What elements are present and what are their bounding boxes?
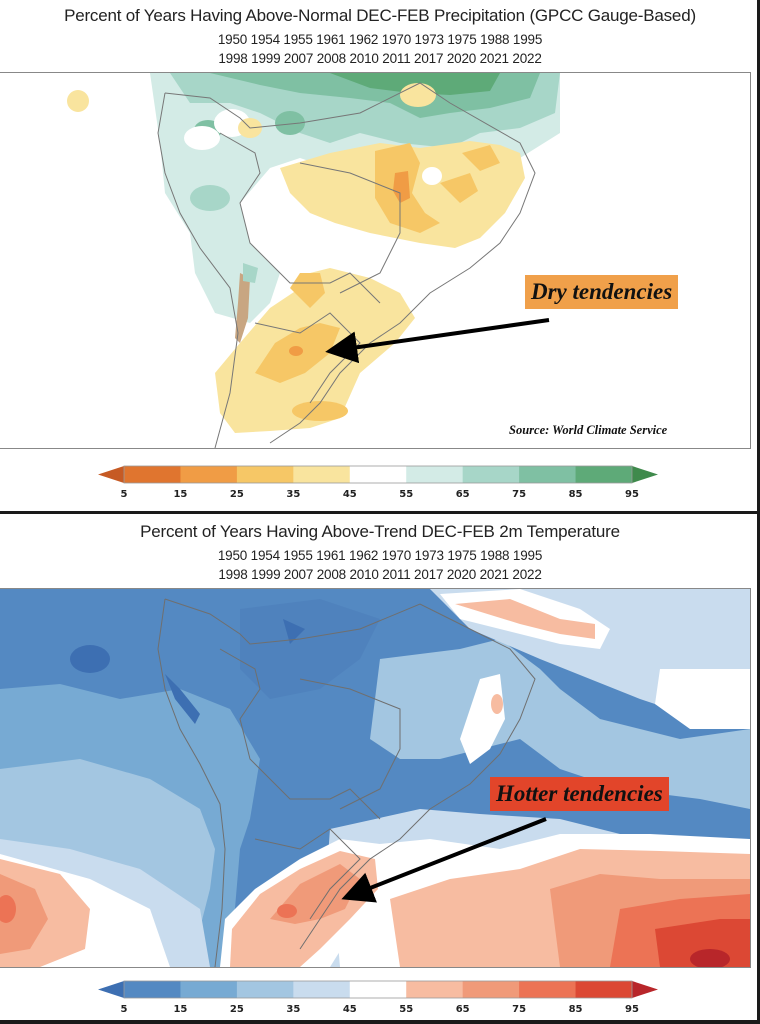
precip-colorbar-tick-label: 35 bbox=[286, 489, 300, 500]
temp-colorbar-bin bbox=[349, 981, 407, 998]
precip-colorbar-tick-label: 25 bbox=[230, 489, 244, 500]
panel-divider bbox=[0, 511, 760, 514]
precipitation-panel: Percent of Years Having Above-Normal DEC… bbox=[0, 0, 760, 511]
temp-region-hot-laplata bbox=[277, 904, 297, 918]
precip-colorbar: 5 15 25 35 45 55 65 75 85 95 bbox=[98, 465, 658, 500]
precip-chile-brown bbox=[235, 273, 250, 343]
temp-colorbar-over-triangle bbox=[632, 981, 658, 998]
temp-colorbar-bin bbox=[462, 981, 520, 998]
temp-colorbar-bin bbox=[575, 981, 633, 998]
precip-map bbox=[0, 72, 751, 449]
precip-colorbar-tick-label: 75 bbox=[512, 489, 526, 500]
temp-colorbar-tick-label: 15 bbox=[173, 1004, 187, 1015]
precip-region-yellow-north-arg bbox=[290, 273, 325, 308]
temp-colorbar-bin bbox=[236, 981, 294, 998]
temp-colorbar-bin bbox=[180, 981, 238, 998]
precip-colorbar-tick-label: 65 bbox=[456, 489, 470, 500]
temp-colorbar-bin bbox=[519, 981, 577, 998]
precip-green-patch bbox=[275, 111, 305, 135]
temp-colorbar-frame bbox=[123, 980, 633, 999]
precip-colorbar-bin bbox=[124, 466, 181, 483]
hotter-tendencies-label: Hotter tendencies bbox=[490, 777, 669, 811]
temp-colorbar-tick-label: 25 bbox=[230, 1004, 244, 1015]
precip-colorbar-over-triangle bbox=[632, 466, 658, 483]
temp-region-dark-blue bbox=[240, 599, 380, 699]
precip-colorbar-bin bbox=[406, 466, 464, 483]
precip-colorbar-bin bbox=[236, 466, 294, 483]
precip-yellow-patch bbox=[400, 83, 436, 107]
precip-chile-green bbox=[243, 263, 258, 283]
precip-region-orange-light bbox=[462, 145, 500, 171]
temp-region-core-blue bbox=[165, 674, 200, 724]
precip-region-orange-light bbox=[440, 173, 478, 203]
temp-years-line-1: 1950 1954 1955 1961 1962 1970 1973 1975 … bbox=[217, 548, 543, 563]
temp-colorbar-tick-label: 35 bbox=[286, 1004, 300, 1015]
temp-region-light-blue-east bbox=[370, 639, 750, 809]
temp-colorbar: 5 15 25 35 45 55 65 75 85 95 bbox=[98, 980, 658, 1015]
temp-colorbar-tick-label: 5 bbox=[121, 1004, 128, 1015]
precip-colorbar-tick-label: 95 bbox=[625, 489, 639, 500]
precip-years-line-2: 1998 1999 2007 2008 2010 2011 2017 2020 … bbox=[218, 51, 542, 66]
precip-colorbar-bin bbox=[519, 466, 577, 483]
temp-region-warm-ne bbox=[455, 599, 595, 639]
temp-colorbar-tick-label: 45 bbox=[343, 1004, 357, 1015]
temp-colorbar-tick-label: 65 bbox=[456, 1004, 470, 1015]
temp-colorbar-bin bbox=[124, 981, 181, 998]
precip-colorbar-frame bbox=[123, 465, 633, 484]
precip-colorbar-bin bbox=[293, 466, 351, 483]
temp-region-core-blue bbox=[283, 619, 305, 644]
precip-map-svg bbox=[67, 73, 560, 448]
temp-colorbar-tick-label: 55 bbox=[399, 1004, 413, 1015]
precip-colorbar-tick-label: 45 bbox=[343, 489, 357, 500]
temp-region-core-blue bbox=[70, 645, 110, 673]
precip-galapagos-patch bbox=[67, 90, 89, 112]
temp-region-hottest-south bbox=[690, 949, 730, 967]
temp-region-hot-sw bbox=[0, 895, 16, 923]
temp-colorbar-bin bbox=[406, 981, 464, 998]
temp-title: Percent of Years Having Above-Trend DEC-… bbox=[140, 522, 620, 541]
precip-region-orange bbox=[393, 171, 410, 203]
precip-title: Percent of Years Having Above-Normal DEC… bbox=[64, 6, 696, 25]
country-borders bbox=[157, 82, 536, 448]
temp-colorbar-under-triangle bbox=[98, 981, 124, 998]
temp-region-warm-brazil bbox=[491, 694, 503, 714]
precip-white-patch bbox=[422, 167, 442, 185]
temp-years-line-2: 1998 1999 2007 2008 2010 2011 2017 2020 … bbox=[218, 567, 542, 582]
precip-green-patch-peru bbox=[190, 185, 230, 211]
temp-region-warmer-sw bbox=[0, 874, 48, 954]
precip-colorbar-under-triangle bbox=[98, 466, 124, 483]
precip-years-line-1: 1950 1954 1955 1961 1962 1970 1973 1975 … bbox=[217, 32, 543, 47]
precip-region-deep-orange bbox=[289, 346, 303, 356]
precip-colorbar-bin bbox=[462, 466, 520, 483]
precip-white-patch bbox=[184, 126, 220, 150]
precip-colorbar-bin bbox=[349, 466, 407, 483]
temp-colorbar-tick-label: 85 bbox=[569, 1004, 583, 1015]
precip-colorbar-tick-label: 55 bbox=[399, 489, 413, 500]
precip-colorbar-tick-label: 5 bbox=[121, 489, 128, 500]
precip-colorbar-bin bbox=[575, 466, 633, 483]
precip-colorbar-tick-label: 15 bbox=[173, 489, 187, 500]
precip-colorbar-tick-label: 85 bbox=[569, 489, 583, 500]
temp-colorbar-tick-label: 95 bbox=[625, 1004, 639, 1015]
frame-right-edge bbox=[757, 0, 760, 1024]
temp-colorbar-bin bbox=[293, 981, 351, 998]
precip-region-orange-patagonia bbox=[292, 401, 348, 421]
dry-tendencies-label: Dry tendencies bbox=[525, 275, 679, 309]
source-credit: Source: World Climate Service bbox=[509, 423, 668, 437]
temp-colorbar-tick-label: 75 bbox=[512, 1004, 526, 1015]
temperature-panel: Percent of Years Having Above-Trend DEC-… bbox=[0, 514, 760, 1020]
temp-region-white-east bbox=[655, 669, 750, 729]
frame-bottom-edge bbox=[0, 1020, 760, 1024]
precip-colorbar-bin bbox=[180, 466, 238, 483]
